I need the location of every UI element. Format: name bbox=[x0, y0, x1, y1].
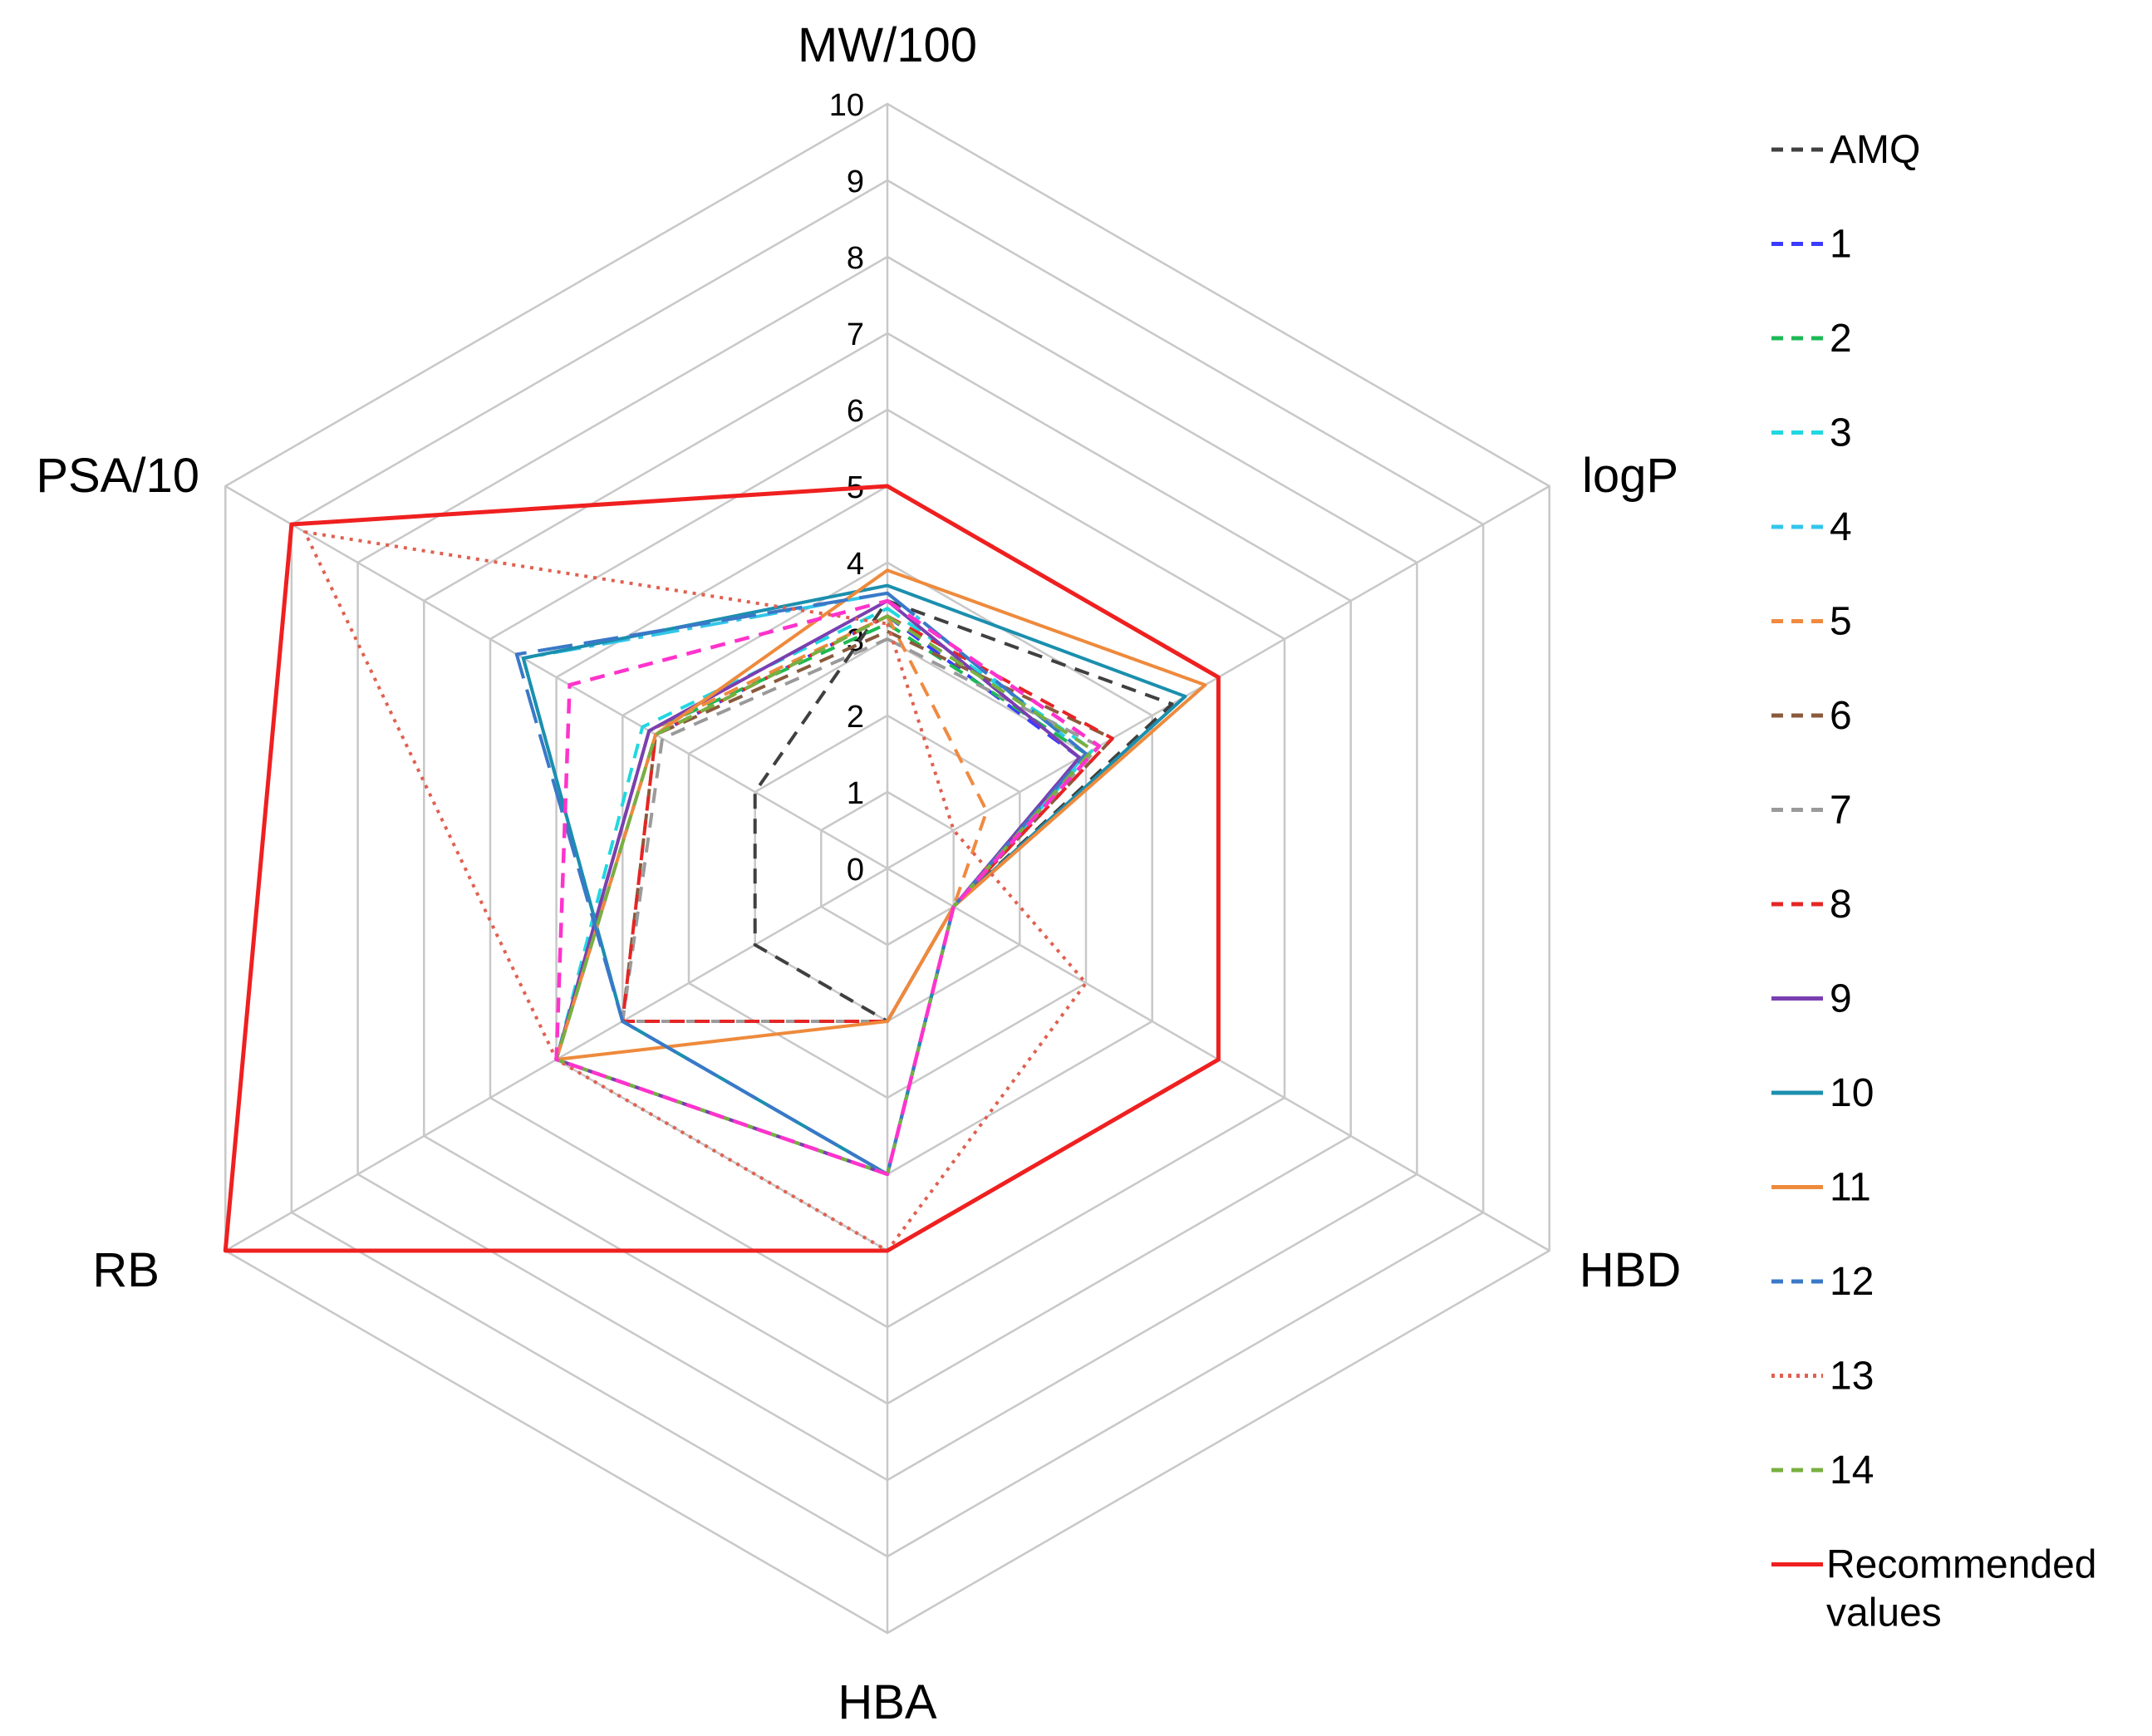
series-line-12 bbox=[514, 591, 1088, 1176]
series-line-recommended-values bbox=[223, 484, 1221, 1253]
tick-label: 2 bbox=[847, 700, 864, 735]
tick-label: 9 bbox=[847, 165, 864, 199]
radar-grid bbox=[224, 102, 1550, 1635]
axis-label-psa: PSA/10 bbox=[36, 449, 199, 503]
legend-label: 6 bbox=[1830, 694, 1852, 738]
axis-label-mw: MW/100 bbox=[798, 18, 977, 72]
grid-spoke bbox=[224, 484, 888, 870]
tick-label: 7 bbox=[847, 317, 864, 352]
series-line-11 bbox=[554, 568, 1207, 1061]
tick-label: 8 bbox=[847, 241, 864, 276]
series-line-8 bbox=[621, 614, 1114, 1023]
legend-label: 10 bbox=[1830, 1071, 1874, 1115]
tick-label: 1 bbox=[847, 776, 864, 811]
legend-label: values bbox=[1826, 1591, 1942, 1635]
tick-label: 10 bbox=[829, 88, 864, 123]
legend-label: 7 bbox=[1830, 789, 1852, 833]
series-layer bbox=[223, 484, 1221, 1253]
legend-label: 8 bbox=[1830, 883, 1852, 927]
legend-label: 14 bbox=[1830, 1448, 1874, 1493]
axis-label-rb: RB bbox=[92, 1243, 160, 1297]
axis-label-hba: HBA bbox=[838, 1675, 937, 1729]
legend-label: 9 bbox=[1830, 977, 1852, 1021]
legend-label: 2 bbox=[1830, 317, 1852, 361]
legend-label: 11 bbox=[1830, 1166, 1871, 1210]
legend-label: 12 bbox=[1830, 1260, 1874, 1304]
series-line-5 bbox=[554, 614, 989, 1176]
legend-label: 5 bbox=[1830, 600, 1852, 644]
tick-label: 6 bbox=[847, 394, 864, 429]
legend-label: 13 bbox=[1830, 1355, 1874, 1399]
axis-label-logp: logP bbox=[1582, 449, 1678, 503]
legend-label: 4 bbox=[1830, 505, 1852, 549]
series-line-accent bbox=[554, 598, 1102, 1177]
legend-label: Recommended bbox=[1826, 1543, 2097, 1587]
axis-label-hbd: HBD bbox=[1580, 1243, 1681, 1297]
axis-labels: MW/100 logP HBD HBA RB PSA/10 bbox=[36, 18, 1681, 1729]
legend-label: 1 bbox=[1830, 223, 1852, 267]
legend-label: 3 bbox=[1830, 411, 1852, 455]
tick-label: 4 bbox=[847, 547, 864, 582]
legend-label: AMQ bbox=[1830, 128, 1920, 172]
tick-label: 0 bbox=[847, 853, 864, 888]
